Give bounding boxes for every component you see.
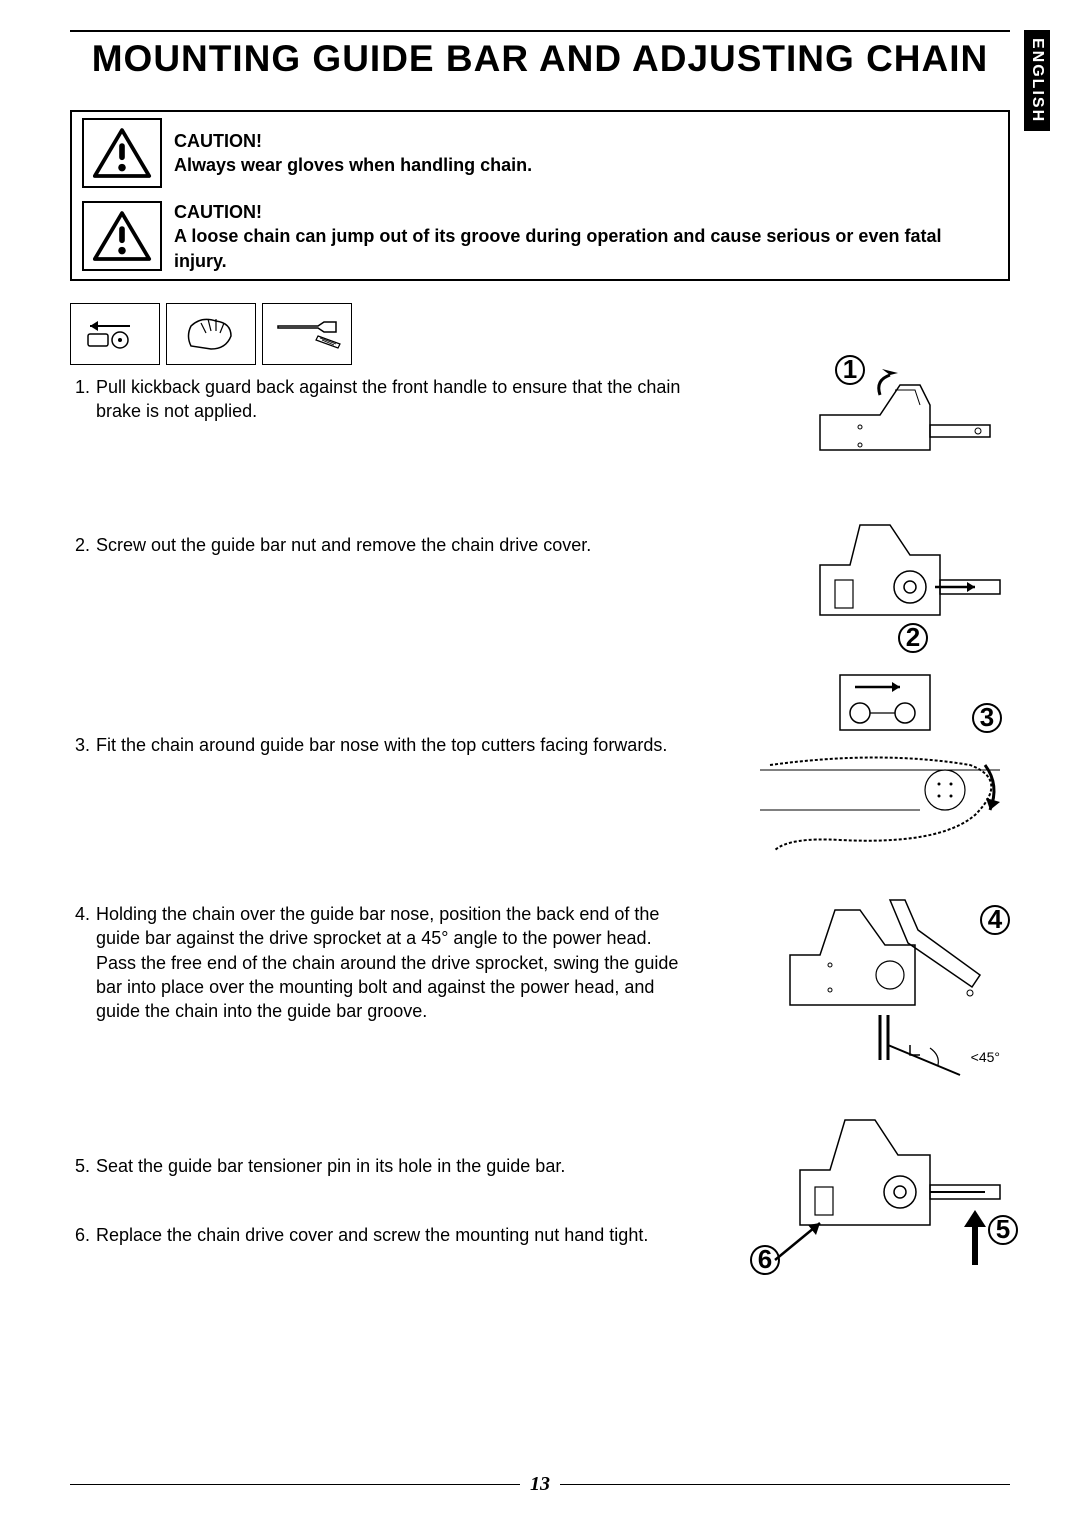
- step-text: Pull kickback guard back against the fro…: [96, 375, 690, 424]
- caution-label: CAUTION!: [174, 200, 998, 224]
- figure-5-6: 5 6: [730, 1095, 1030, 1275]
- caution-body: A loose chain can jump out of its groove…: [174, 226, 941, 270]
- figure-number-6: 6: [750, 1245, 780, 1275]
- figure-number-4: 4: [980, 905, 1010, 935]
- figure-2: 2: [780, 495, 1010, 645]
- figure-4: 4 <45°: [760, 885, 1020, 1085]
- figure-3: 3: [740, 665, 1020, 865]
- step-text: Seat the guide bar tensioner pin in its …: [96, 1154, 690, 1178]
- diagram-2-icon: [780, 495, 1010, 645]
- diagram-3-icon: [740, 665, 1020, 865]
- footer-rule-left: [70, 1484, 520, 1485]
- steps-list: 1. Pull kickback guard back against the …: [70, 375, 690, 1247]
- top-rule: [70, 30, 1010, 32]
- step-2: 2. Screw out the guide bar nut and remov…: [70, 533, 690, 557]
- caution-row-2: CAUTION! A loose chain can jump out of i…: [72, 194, 1008, 279]
- caution-box: CAUTION! Always wear gloves when handlin…: [70, 110, 1010, 281]
- step-number: 6.: [70, 1223, 96, 1247]
- step-4: 4. Holding the chain over the guide bar …: [70, 902, 690, 1023]
- step-number: 4.: [70, 902, 96, 1023]
- step-6: 6. Replace the chain drive cover and scr…: [70, 1223, 690, 1247]
- step-text: Fit the chain around guide bar nose with…: [96, 733, 690, 757]
- switch-off-icon: [70, 303, 160, 365]
- caution-label: CAUTION!: [174, 129, 532, 153]
- step-text: Screw out the guide bar nut and remove t…: [96, 533, 690, 557]
- step-number: 5.: [70, 1154, 96, 1178]
- step-text: Holding the chain over the guide bar nos…: [96, 902, 690, 1023]
- page-title: MOUNTING GUIDE BAR AND ADJUSTING CHAIN: [70, 38, 1010, 80]
- footer-rule-right: [560, 1484, 1010, 1485]
- step-number: 3.: [70, 733, 96, 757]
- wrench-tool-icon: [262, 303, 352, 365]
- step-1: 1. Pull kickback guard back against the …: [70, 375, 690, 424]
- content-area: 1. Pull kickback guard back against the …: [70, 375, 1010, 1247]
- caution-text-1: CAUTION! Always wear gloves when handlin…: [174, 129, 532, 178]
- figure-number-2: 2: [898, 623, 928, 653]
- figure-1: 1: [780, 355, 1010, 475]
- page-footer: 13: [70, 1473, 1010, 1496]
- caution-row-1: CAUTION! Always wear gloves when handlin…: [72, 112, 1008, 194]
- step-number: 1.: [70, 375, 96, 424]
- step-5: 5. Seat the guide bar tensioner pin in i…: [70, 1154, 690, 1178]
- warning-triangle-icon: [82, 201, 162, 271]
- step-text: Replace the chain drive cover and screw …: [96, 1223, 690, 1247]
- gloves-icon: [166, 303, 256, 365]
- figure-number-1: 1: [835, 355, 865, 385]
- caution-text-2: CAUTION! A loose chain can jump out of i…: [174, 200, 998, 273]
- warning-triangle-icon: [82, 118, 162, 188]
- page-number: 13: [520, 1473, 560, 1496]
- step-3: 3. Fit the chain around guide bar nose w…: [70, 733, 690, 757]
- angle-label: <45°: [971, 1049, 1000, 1065]
- figure-number-3: 3: [972, 703, 1002, 733]
- figure-number-5: 5: [988, 1215, 1018, 1245]
- step-number: 2.: [70, 533, 96, 557]
- diagram-1-icon: [780, 355, 1010, 475]
- caution-body: Always wear gloves when handling chain.: [174, 155, 532, 175]
- language-tab: ENGLISH: [1024, 30, 1050, 131]
